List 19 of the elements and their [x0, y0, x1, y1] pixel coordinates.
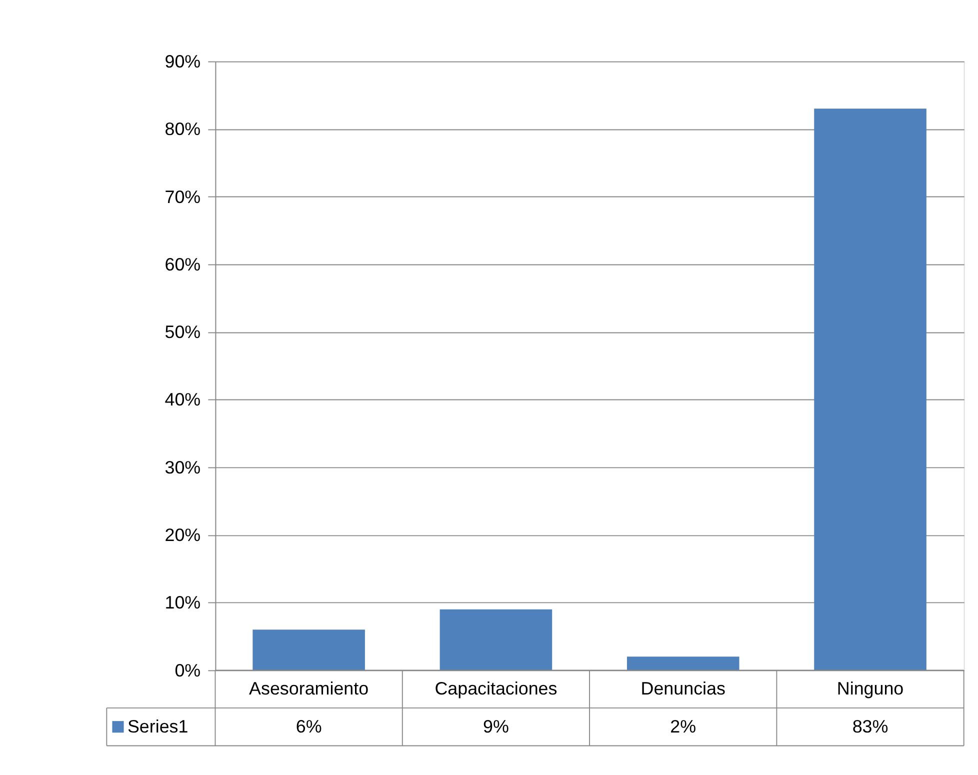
x-tick-label: Ninguno — [836, 678, 904, 699]
y-tick-label: 80% — [164, 119, 201, 140]
data-label: 83% — [852, 716, 888, 737]
y-tick-label: 20% — [164, 525, 201, 546]
y-tick-label: 70% — [164, 186, 201, 207]
y-tick-label: 10% — [164, 592, 201, 613]
y-tick-label: 60% — [164, 254, 201, 274]
data-label: 2% — [670, 716, 696, 737]
y-tick-label: 90% — [164, 51, 201, 72]
x-tick-label: Denuncias — [640, 678, 726, 699]
y-tick-label: 30% — [164, 457, 201, 478]
x-tick-label: Capacitaciones — [434, 678, 558, 699]
y-tick-label: 40% — [164, 390, 201, 410]
x-tick-label: Asesoramiento — [249, 678, 369, 699]
y-tick-label: 50% — [164, 322, 201, 342]
data-label: 6% — [296, 716, 322, 737]
data-label: 9% — [483, 716, 509, 737]
legend-label: Series1 — [127, 716, 188, 737]
y-tick-label: 0% — [174, 660, 201, 680]
